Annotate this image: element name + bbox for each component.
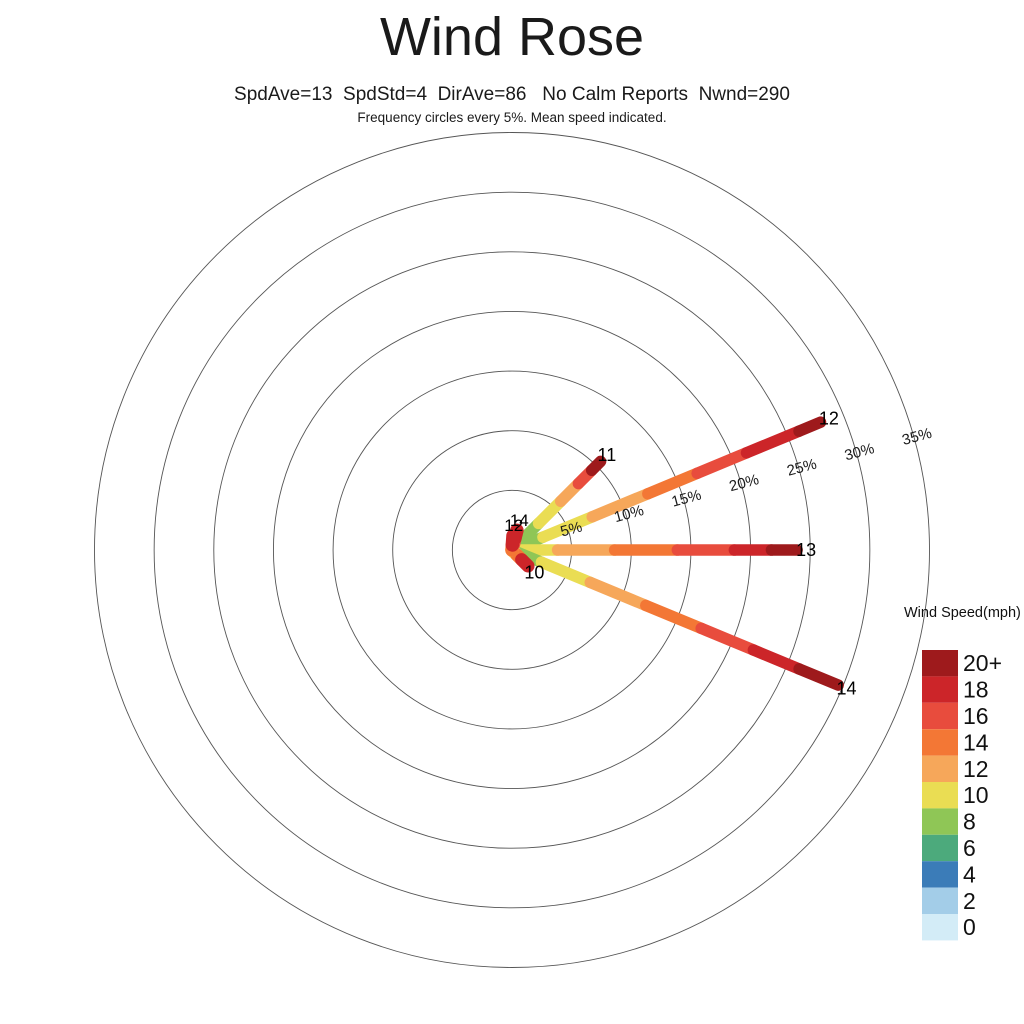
svg-text:14: 14: [963, 729, 989, 755]
svg-text:12: 12: [819, 409, 839, 429]
svg-text:13: 13: [796, 540, 816, 560]
svg-text:15%: 15%: [670, 486, 703, 510]
svg-text:20+: 20+: [963, 650, 1002, 676]
svg-text:10: 10: [524, 562, 544, 582]
svg-text:18: 18: [963, 677, 989, 703]
svg-text:12: 12: [963, 756, 989, 782]
svg-text:16: 16: [963, 703, 989, 729]
svg-text:0: 0: [963, 914, 976, 940]
svg-text:12: 12: [504, 516, 523, 535]
svg-text:2: 2: [963, 888, 976, 914]
svg-text:8: 8: [963, 809, 976, 835]
svg-text:5%: 5%: [559, 518, 584, 540]
svg-text:30%: 30%: [843, 440, 876, 464]
svg-text:35%: 35%: [900, 425, 933, 449]
svg-text:14: 14: [836, 679, 856, 699]
svg-text:25%: 25%: [785, 456, 818, 480]
svg-text:Wind Speed(mph): Wind Speed(mph): [904, 605, 1021, 621]
svg-text:10: 10: [963, 782, 989, 808]
svg-text:4: 4: [963, 861, 976, 887]
svg-text:6: 6: [963, 835, 976, 861]
svg-text:11: 11: [598, 445, 617, 465]
svg-text:20%: 20%: [727, 471, 760, 495]
